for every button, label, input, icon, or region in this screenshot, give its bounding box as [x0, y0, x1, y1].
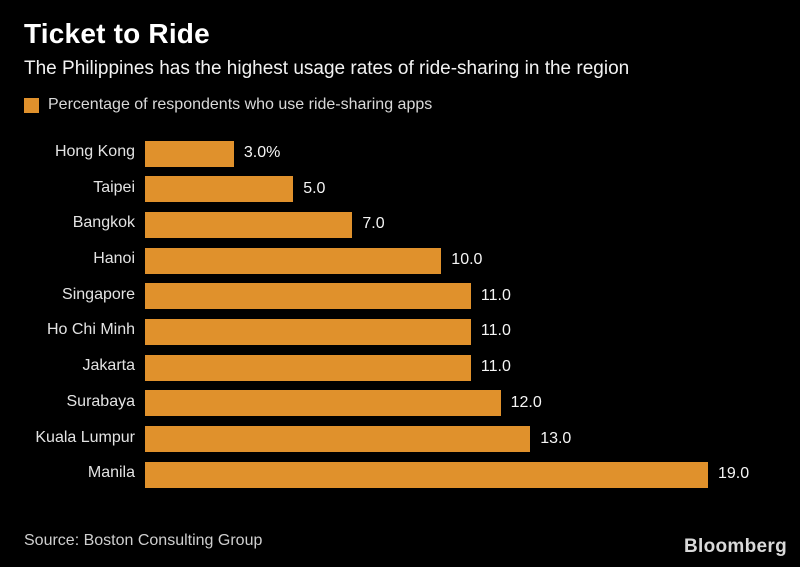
- category-label: Singapore: [62, 285, 135, 303]
- category-label: Hanoi: [93, 250, 135, 268]
- category-label: Kuala Lumpur: [35, 428, 135, 446]
- bar-track: 10.0: [145, 243, 800, 279]
- bar: [145, 247, 442, 274]
- category-label: Surabaya: [66, 392, 136, 410]
- bar-row: Hong Kong 3.0%: [0, 136, 800, 172]
- bar-track: 11.0: [145, 279, 800, 315]
- value-label: 11.0: [480, 322, 511, 340]
- value-label: 5.0: [303, 179, 326, 197]
- chart-subtitle: The Philippines has the highest usage ra…: [24, 58, 630, 79]
- bar-chart: Hong Kong 3.0% Taipei 5.0 Bangkok 7.0 Hanoi 10.…: [0, 136, 800, 493]
- bar-row: Ho Chi Minh 11.0: [0, 314, 800, 350]
- bar: [145, 283, 471, 310]
- category-label: Jakarta: [82, 357, 135, 375]
- value-label: 11.0: [480, 286, 511, 304]
- bar-row: Kuala Lumpur 13.0: [0, 422, 800, 458]
- bar-track: 3.0%: [145, 136, 800, 172]
- legend-label: Percentage of respondents who use ride-s…: [48, 96, 433, 113]
- value-label: 7.0: [362, 215, 385, 233]
- bar-row: Manila 19.0: [0, 457, 800, 493]
- bar: [145, 354, 471, 381]
- bar: [145, 390, 501, 417]
- value-label: 12.0: [510, 393, 542, 411]
- bar-row: Singapore 11.0: [0, 279, 800, 315]
- bar-track: 19.0: [145, 457, 800, 493]
- legend: Percentage of respondents who use ride-s…: [24, 96, 432, 114]
- value-label: 19.0: [718, 465, 750, 483]
- bar-track: 12.0: [145, 386, 800, 422]
- category-label: Taipei: [93, 178, 135, 196]
- bar-row: Hanoi 10.0: [0, 243, 800, 279]
- category-label: Ho Chi Minh: [46, 321, 135, 339]
- bar: [145, 140, 234, 167]
- bar-row: Bangkok 7.0: [0, 207, 800, 243]
- bar: [145, 211, 353, 238]
- bar-track: 5.0: [145, 172, 800, 208]
- category-label: Manila: [87, 464, 135, 482]
- bar: [145, 176, 294, 203]
- bloomberg-logo: Bloomberg: [684, 536, 787, 557]
- bar: [145, 426, 531, 452]
- bar-row: Taipei 5.0: [0, 172, 800, 208]
- bar: [145, 461, 708, 488]
- value-label: 11.0: [480, 358, 511, 376]
- bar-track: 7.0: [145, 207, 800, 243]
- value-label: 3.0%: [243, 144, 281, 161]
- bar-track: 11.0: [145, 314, 800, 350]
- value-label: 10.0: [451, 251, 483, 269]
- legend-swatch: [24, 97, 39, 113]
- category-label: Bangkok: [72, 214, 135, 232]
- value-label: 13.0: [540, 429, 572, 447]
- bar-track: 13.0: [145, 422, 800, 458]
- source-note: Source: Boston Consulting Group: [24, 532, 263, 549]
- bar-row: Jakarta 11.0: [0, 350, 800, 386]
- bar-track: 11.0: [145, 350, 800, 386]
- bar: [145, 318, 471, 345]
- bar-row: Surabaya 12.0: [0, 386, 800, 422]
- category-label: Hong Kong: [54, 143, 135, 160]
- chart-title: Ticket to Ride: [24, 18, 210, 49]
